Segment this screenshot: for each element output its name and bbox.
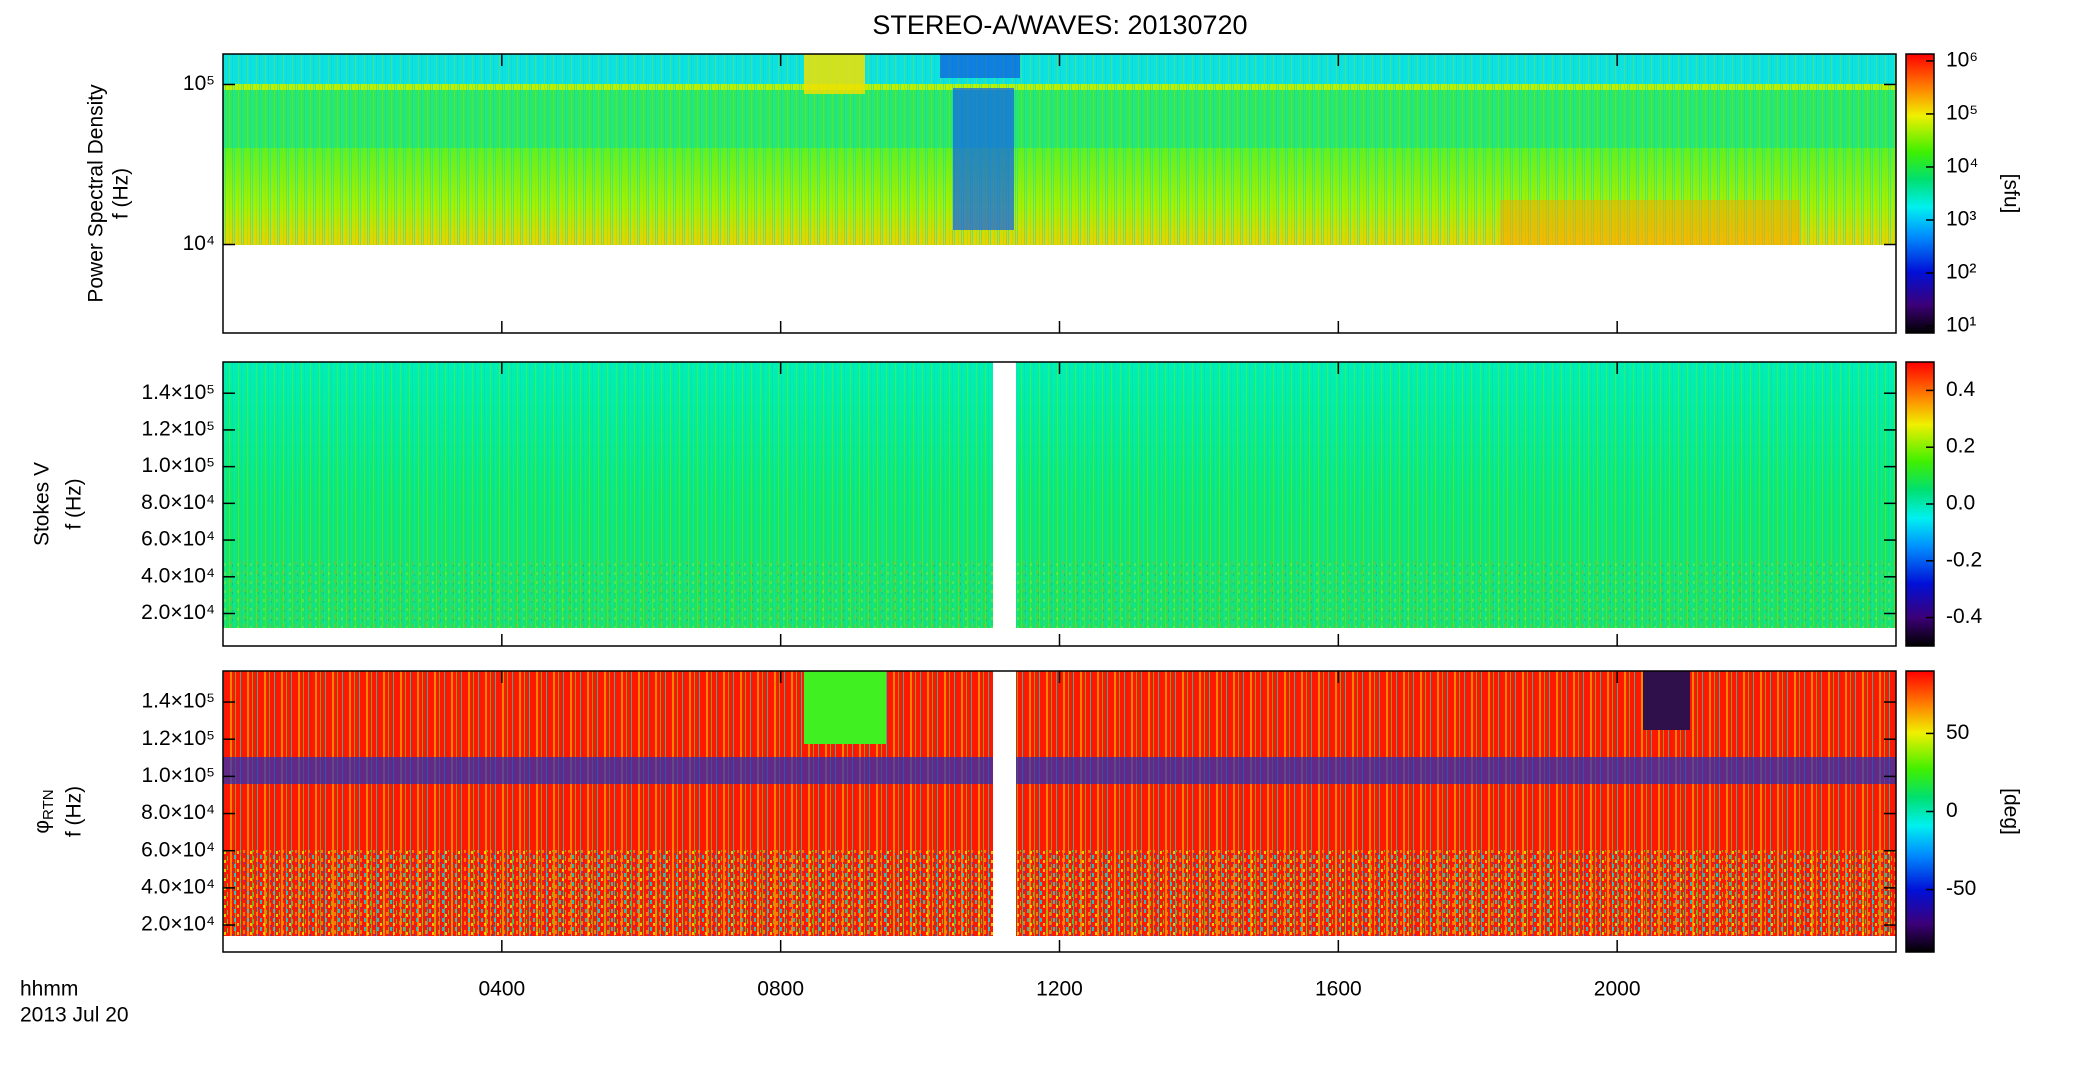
y-axis-label: φRTN <box>31 789 57 833</box>
y-axis-unit-label: f (Hz) <box>110 168 133 219</box>
y-tick-label: 1.2×10⁵ <box>141 417 215 440</box>
y-tick-label: 10⁴ <box>183 232 215 255</box>
y-tick-label: 1.0×10⁵ <box>141 454 215 477</box>
y-tick-label: 6.0×10⁴ <box>141 838 215 861</box>
colorbar <box>1905 53 1935 334</box>
y-axis-unit-label: f (Hz) <box>63 786 86 837</box>
colorbar-tick-label: 10⁵ <box>1946 101 1978 124</box>
spectrogram-texture <box>223 54 1896 936</box>
y-tick-label: 4.0×10⁴ <box>141 875 215 898</box>
y-tick-label: 8.0×10⁴ <box>141 491 215 514</box>
y-tick-label: 1.4×10⁵ <box>141 381 215 404</box>
colorbar-label: [deg] <box>1999 788 2022 835</box>
y-axis-label: Power Spectral Density <box>85 84 108 303</box>
colorbar-tick-label: -0.4 <box>1946 605 1983 628</box>
x-tick-label: 0800 <box>757 978 804 1001</box>
chart-title: STEREO-A/WAVES: 20130720 <box>872 10 1247 40</box>
y-tick-label: 1.0×10⁵ <box>141 764 215 787</box>
colorbar-tick-label: -0.2 <box>1946 548 1982 571</box>
x-tick-label: 1200 <box>1036 978 1083 1001</box>
colorbar-tick-label: -50 <box>1946 877 1976 900</box>
x-tick-label: 2000 <box>1594 978 1641 1001</box>
colorbar-label: [sfu] <box>1999 174 2022 214</box>
y-tick-label: 8.0×10⁴ <box>141 801 215 824</box>
y-tick-label: 2.0×10⁴ <box>141 913 215 936</box>
colorbar-tick-label: 10⁶ <box>1946 48 1978 71</box>
x-axis-label: hhmm <box>20 978 78 1001</box>
colorbar-tick-label: 10¹ <box>1946 314 1976 337</box>
y-axis-unit-label: f (Hz) <box>63 478 86 529</box>
y-axis-label: Stokes V <box>31 462 54 546</box>
y-tick-label: 10⁵ <box>183 72 215 95</box>
y-tick-label: 2.0×10⁴ <box>141 601 215 624</box>
colorbar-tick-label: 10⁴ <box>1946 155 1978 178</box>
y-tick-label: 1.4×10⁵ <box>141 690 215 713</box>
colorbar-tick-label: 0.2 <box>1946 435 1975 458</box>
y-tick-label: 4.0×10⁴ <box>141 564 215 587</box>
x-tick-label: 1600 <box>1315 978 1362 1001</box>
x-tick-label: 0400 <box>478 978 525 1001</box>
colorbar-tick-label: 0.4 <box>1946 378 1976 401</box>
y-tick-label: 6.0×10⁴ <box>141 528 215 551</box>
y-tick-label: 1.2×10⁵ <box>141 727 215 750</box>
y-axis-label-sub: RTN <box>40 789 57 820</box>
colorbar-tick-label: 10³ <box>1946 208 1976 231</box>
colorbar-tick-label: 10² <box>1946 261 1976 284</box>
x-axis-date: 2013 Jul 20 <box>20 1004 129 1027</box>
colorbar-tick-label: 0 <box>1946 799 1958 822</box>
colorbar-tick-label: 0.0 <box>1946 492 1975 515</box>
colorbar-tick-label: 50 <box>1946 721 1969 744</box>
